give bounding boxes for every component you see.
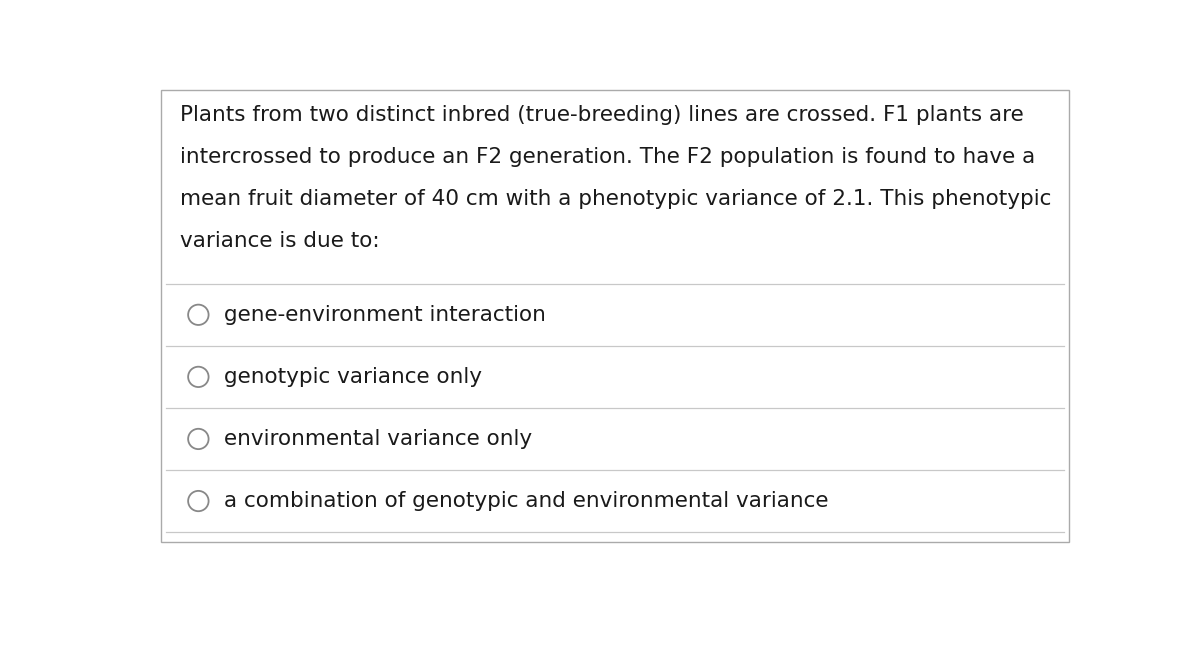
FancyBboxPatch shape <box>161 90 1069 542</box>
Text: variance is due to:: variance is due to: <box>180 232 379 252</box>
Text: Plants from two distinct inbred (true-breeding) lines are crossed. F1 plants are: Plants from two distinct inbred (true-br… <box>180 104 1024 124</box>
Text: genotypic variance only: genotypic variance only <box>224 367 482 387</box>
Text: mean fruit diameter of 40 cm with a phenotypic variance of 2.1. This phenotypic: mean fruit diameter of 40 cm with a phen… <box>180 189 1051 209</box>
Text: intercrossed to produce an F2 generation. The F2 population is found to have a: intercrossed to produce an F2 generation… <box>180 147 1036 167</box>
Text: environmental variance only: environmental variance only <box>224 429 533 449</box>
Text: gene-environment interaction: gene-environment interaction <box>224 305 546 325</box>
Text: a combination of genotypic and environmental variance: a combination of genotypic and environme… <box>224 491 829 511</box>
